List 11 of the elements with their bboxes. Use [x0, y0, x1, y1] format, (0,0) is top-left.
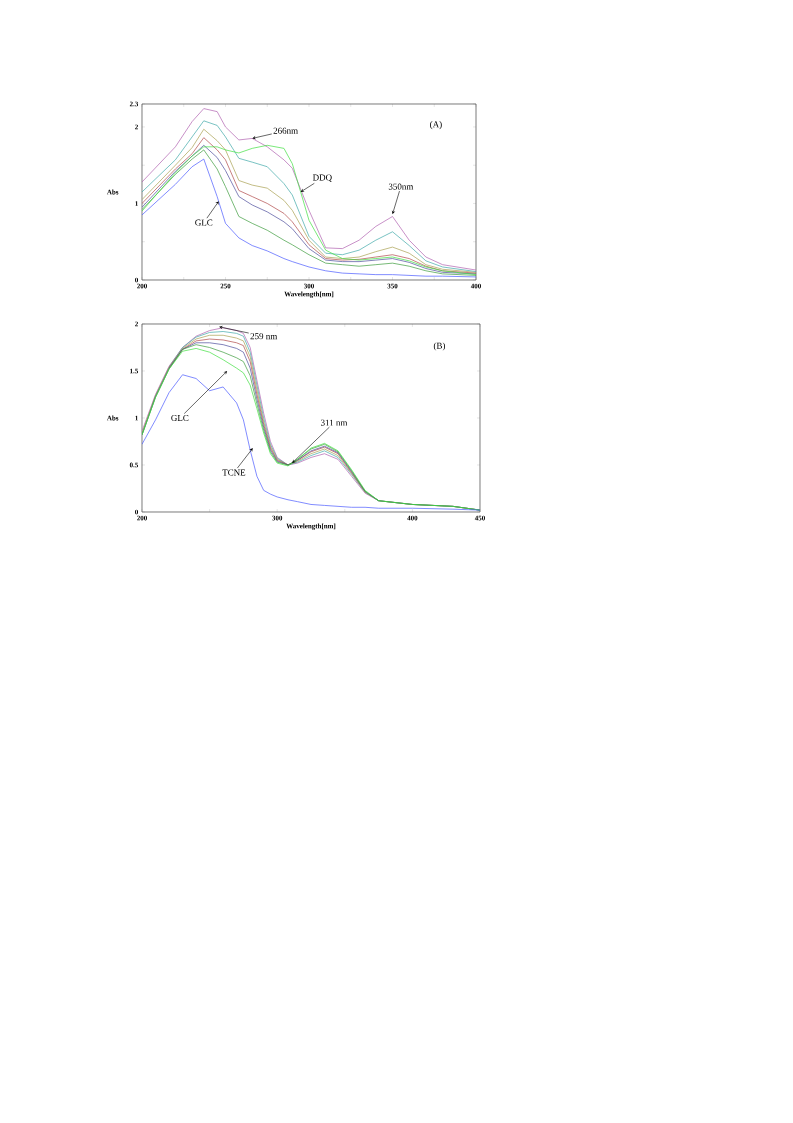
- annotation: TCNE: [222, 469, 246, 476]
- annotation: 259 nm: [250, 333, 278, 340]
- annotation: 266nm: [273, 127, 298, 134]
- annotation: GLC: [195, 219, 213, 226]
- annotation: (B): [433, 342, 446, 351]
- annotation: GLC: [171, 414, 189, 422]
- annotation: 350nm: [388, 183, 414, 190]
- annotation: 311 nm: [321, 419, 348, 426]
- line-series: [142, 374, 480, 511]
- annotation: (A): [430, 121, 442, 130]
- annotation: DDQ: [312, 174, 332, 182]
